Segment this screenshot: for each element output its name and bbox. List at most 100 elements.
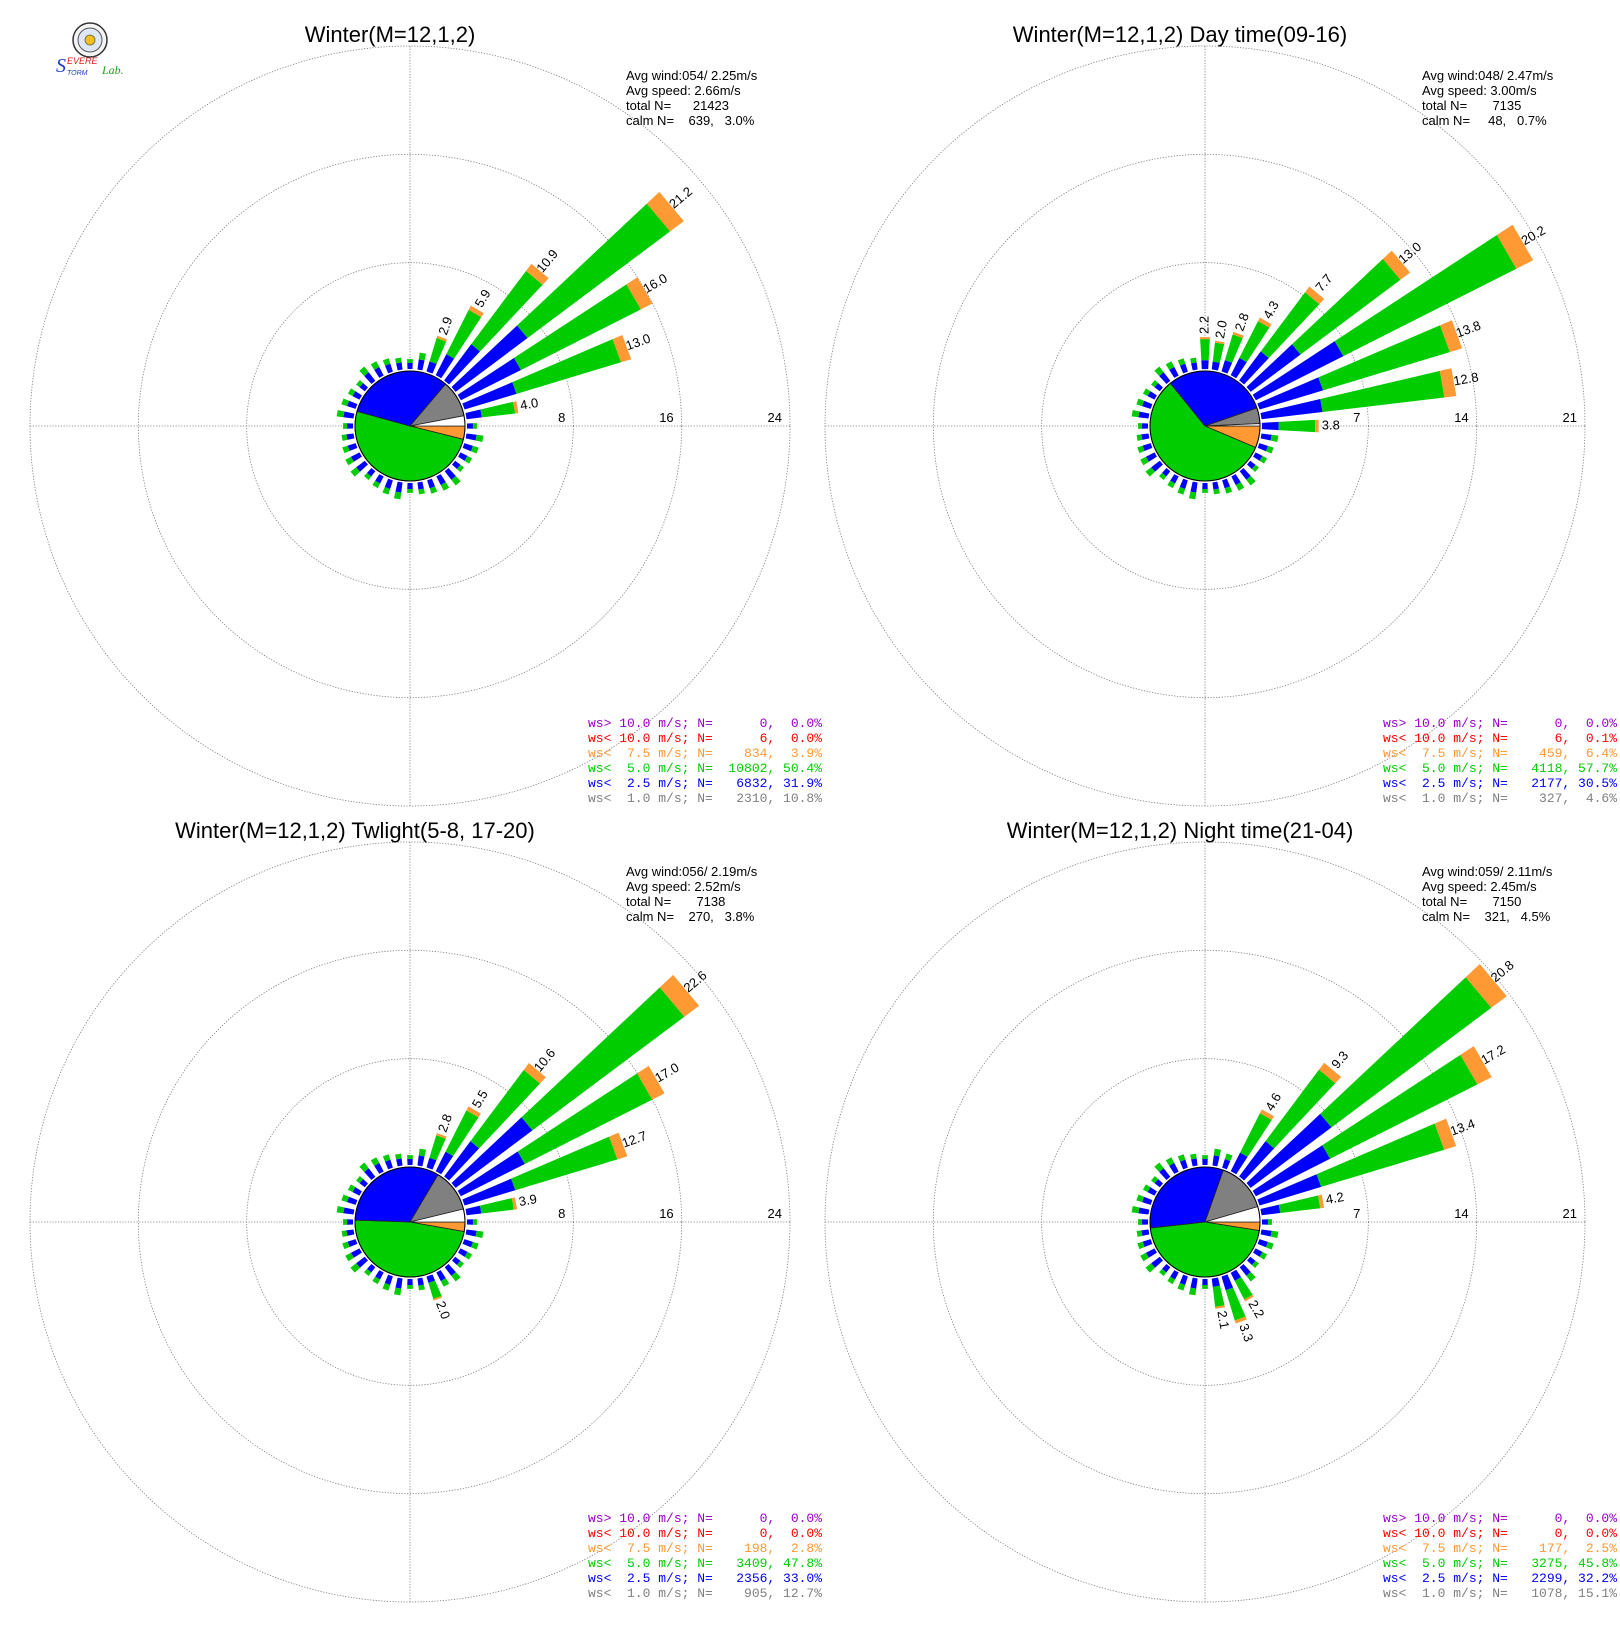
minor-bar-blue	[458, 1248, 468, 1257]
stats-line: calm N= 321, 4.5%	[1422, 909, 1551, 924]
minor-bar-blue	[417, 359, 425, 371]
bar-segment-lt25	[465, 1205, 482, 1216]
minor-bar-blue	[384, 1159, 393, 1170]
minor-bar-blue	[343, 1207, 355, 1215]
bar-label: 17.0	[652, 1060, 681, 1086]
grid-ring	[932, 949, 1478, 1495]
minor-bar-blue	[1142, 443, 1153, 452]
windrose-panel-3: 8 16 242.85.510.622.617.012.73.92.0Winter(…	[29, 818, 822, 1603]
minor-bar-blue	[1222, 1159, 1231, 1170]
minor-bar-blue	[466, 1219, 473, 1225]
minor-bar-green	[418, 488, 425, 495]
minor-bar-blue	[1212, 1155, 1220, 1167]
minor-bar-green	[1167, 1276, 1176, 1285]
windrose-panel-2: 7 14 212.2 2.0 2.84.37.713.020.213.812.83.8W…	[824, 22, 1617, 807]
minor-bar-blue	[1260, 433, 1272, 441]
bar-segment-lt25	[1230, 357, 1247, 379]
minor-bar-green	[1137, 1241, 1145, 1250]
minor-bar-blue	[1145, 452, 1157, 462]
bar-segment-lt5	[428, 1280, 442, 1300]
bar-label: 2.1	[1214, 1310, 1232, 1330]
bar-segment-lt5	[1320, 370, 1445, 412]
bar-label: 2.0	[433, 1299, 453, 1321]
minor-bar-blue	[347, 1219, 354, 1225]
pie-outline	[1149, 370, 1261, 482]
bar-segment-lt25	[462, 1178, 516, 1206]
ring-label: 14	[1454, 1206, 1468, 1221]
bar-segment-lt75	[659, 974, 700, 1017]
minor-bar-green	[341, 1194, 350, 1203]
minor-bar-blue	[1147, 391, 1157, 400]
bar-segment-lt25	[435, 1151, 454, 1175]
minor-bar-green	[382, 358, 391, 366]
minor-bar-green	[407, 359, 413, 364]
minor-bar-green	[342, 1241, 350, 1250]
minor-bar-green	[418, 1284, 425, 1291]
minor-bar-blue	[1138, 411, 1150, 419]
minor-bar-blue	[417, 1155, 425, 1167]
minor-bar-green	[382, 486, 391, 495]
minor-bar-green	[1167, 480, 1176, 489]
bar-segment-lt75	[1465, 963, 1507, 1008]
ring-label: 7	[1353, 410, 1360, 425]
minor-bar-green	[1246, 475, 1256, 486]
minor-bar-green	[395, 1153, 402, 1160]
legend-entry: ws< 1.0 m/s; N= 905, 12.7%	[588, 1586, 822, 1601]
minor-bar-green	[407, 1155, 413, 1160]
bar-segment-lt5	[1322, 1054, 1478, 1159]
bar-label: 2.8	[435, 1112, 455, 1134]
minor-bar-blue	[436, 474, 446, 486]
minor-bar-green	[350, 1263, 361, 1273]
ring-label: 21	[1563, 1206, 1577, 1221]
bar-segment-lt75	[1305, 286, 1325, 305]
legend-entry: ws< 10.0 m/s; N= 0, 0.0%	[588, 1526, 822, 1541]
bar-label: 2.9	[435, 315, 455, 337]
minor-bar-green	[372, 1276, 381, 1285]
minor-bar-green	[456, 464, 464, 472]
minor-bar-green	[347, 388, 356, 397]
ring-label: 24	[768, 410, 782, 425]
minor-bar-blue	[356, 460, 368, 472]
minor-bar-blue	[347, 443, 358, 452]
minor-bar-green	[1190, 1153, 1197, 1160]
bar-label: 3.3	[1236, 1322, 1256, 1344]
minor-bar-green	[1270, 434, 1279, 443]
minor-bar-green	[1137, 445, 1145, 454]
bar-segment-lt75	[1234, 1316, 1247, 1324]
minor-bar-green	[364, 1268, 372, 1276]
legend-entry: ws< 5.0 m/s; N= 3275, 45.8%	[1383, 1556, 1617, 1571]
minor-bar-blue	[1190, 481, 1198, 493]
minor-bar-blue	[1142, 1239, 1153, 1248]
bar-segment-lt75	[526, 263, 549, 285]
minor-bar-green	[395, 357, 402, 364]
minor-bar-green	[470, 1241, 479, 1250]
minor-bar-green	[429, 486, 438, 494]
minor-bar-blue	[407, 1278, 413, 1285]
minor-bar-blue	[347, 1239, 358, 1248]
severe-storm-lab-wordmark: S EVERE TORM Lab.	[56, 55, 124, 77]
grid-ring	[932, 153, 1478, 699]
minor-bar-blue	[417, 1277, 424, 1286]
bar-segment-lt75	[436, 335, 448, 342]
bar-segment-lt5	[471, 270, 543, 352]
minor-bar-blue	[375, 474, 384, 484]
ring-label: 8	[558, 1206, 565, 1221]
bar-segment-lt25	[451, 1117, 533, 1188]
minor-bar-green	[1131, 409, 1140, 418]
minor-bar-blue	[1257, 443, 1268, 452]
minor-bar-blue	[1190, 1277, 1198, 1289]
minor-bar-green	[1165, 1157, 1175, 1166]
minor-bar-blue	[359, 1179, 368, 1188]
stats-line: Avg wind:054/ 2.25m/s	[626, 68, 758, 83]
minor-bar-green	[1188, 491, 1197, 500]
minor-bar-green	[1154, 1162, 1164, 1173]
minor-bar-green	[475, 1230, 484, 1239]
minor-bar-blue	[407, 482, 413, 489]
bar-segment-lt5	[1334, 234, 1517, 357]
minor-bar-green	[372, 480, 381, 489]
minor-bar-blue	[367, 1264, 376, 1273]
minor-bar-blue	[374, 1162, 384, 1174]
minor-bar-blue	[465, 433, 477, 441]
bar-segment-lt75	[1214, 340, 1225, 345]
minor-bar-green	[1246, 1271, 1256, 1282]
